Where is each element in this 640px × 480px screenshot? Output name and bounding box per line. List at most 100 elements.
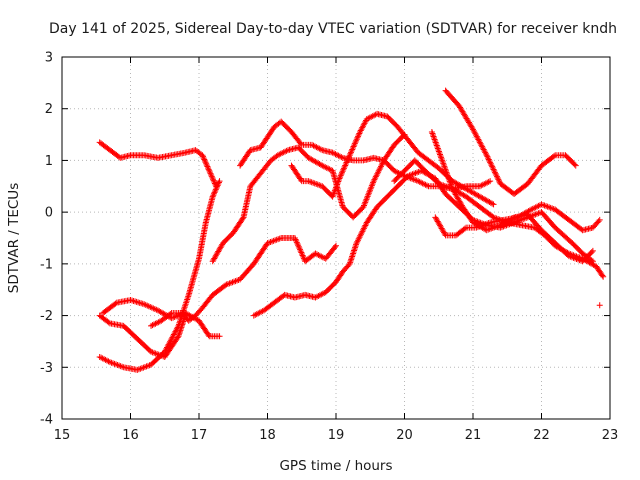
data-point-marker	[183, 299, 190, 306]
data-point-marker	[316, 292, 323, 299]
data-point-marker	[342, 160, 349, 167]
data-point-marker	[354, 134, 361, 141]
data-point-marker	[595, 218, 602, 225]
data-point-marker	[372, 175, 379, 182]
data-point-marker	[476, 183, 483, 190]
data-point-marker	[329, 149, 336, 156]
data-point-marker	[182, 301, 189, 308]
data-point-marker	[365, 115, 372, 122]
data-point-marker	[444, 170, 451, 177]
data-point-marker	[493, 173, 500, 180]
y-tick-label: -1	[40, 257, 53, 272]
data-point-marker	[486, 157, 493, 164]
data-point-marker	[345, 155, 352, 162]
data-point-marker	[572, 162, 579, 169]
data-point-marker	[253, 311, 260, 318]
data-point-marker	[213, 185, 220, 192]
data-point-marker	[434, 143, 441, 150]
data-point-marker	[319, 290, 326, 297]
data-point-marker	[98, 354, 105, 361]
series-track-1	[96, 139, 220, 190]
data-point-marker	[295, 242, 302, 249]
grid-lines	[62, 57, 610, 419]
data-point-marker	[357, 232, 364, 239]
data-point-marker	[529, 205, 536, 212]
data-point-marker	[317, 146, 324, 153]
data-point-marker	[184, 296, 191, 303]
data-point-marker	[183, 298, 190, 305]
data-point-marker	[346, 152, 353, 159]
data-point-marker	[336, 153, 343, 160]
data-point-marker	[392, 168, 399, 175]
data-point-marker	[337, 174, 344, 181]
data-point-marker	[371, 176, 378, 183]
data-point-marker	[436, 149, 443, 156]
data-points	[96, 87, 607, 373]
data-point-marker	[534, 203, 541, 210]
data-point-marker	[432, 139, 439, 146]
data-point-marker	[415, 178, 422, 185]
x-tick-label: 17	[191, 428, 208, 443]
data-point-marker	[313, 144, 320, 151]
data-point-marker	[491, 169, 498, 176]
data-point-marker	[338, 169, 345, 176]
data-point-marker	[355, 237, 362, 244]
data-point-marker	[344, 156, 351, 163]
data-point-marker	[419, 180, 426, 187]
data-point-marker	[445, 173, 452, 180]
data-point-marker	[150, 321, 157, 328]
data-point-marker	[431, 136, 438, 143]
y-tick-label: 0	[45, 206, 53, 221]
data-point-marker	[492, 170, 499, 177]
data-point-marker	[152, 320, 159, 327]
data-point-marker	[202, 159, 209, 166]
data-point-marker	[310, 142, 317, 149]
data-point-marker	[295, 243, 302, 250]
data-point-marker	[210, 190, 217, 197]
data-point-marker	[201, 157, 208, 164]
data-point-marker	[347, 149, 354, 156]
data-point-marker	[489, 165, 496, 172]
data-point-marker	[431, 134, 438, 141]
data-point-marker	[296, 245, 303, 252]
data-point-marker	[201, 156, 208, 163]
data-point-marker	[299, 252, 306, 259]
data-point-marker	[376, 166, 383, 173]
x-tick-label: 18	[259, 428, 276, 443]
data-point-marker	[200, 153, 207, 160]
y-tick-label: -4	[40, 413, 53, 428]
data-point-marker	[215, 179, 222, 186]
series-track-6	[209, 131, 408, 265]
data-point-marker	[205, 166, 212, 173]
data-point-marker	[440, 161, 447, 168]
data-point-marker	[312, 250, 319, 257]
data-point-marker	[461, 225, 468, 232]
data-point-marker	[441, 164, 448, 171]
data-point-marker	[487, 178, 494, 185]
data-point-marker	[332, 151, 339, 158]
data-point-marker	[309, 141, 316, 148]
data-point-marker	[206, 169, 213, 176]
data-point-marker	[360, 226, 367, 233]
data-point-marker	[105, 358, 112, 365]
data-point-marker	[203, 160, 210, 167]
data-point-marker	[481, 181, 488, 188]
data-point-marker	[338, 171, 345, 178]
data-point-marker	[487, 160, 494, 167]
data-point-marker	[360, 225, 367, 232]
data-point-marker	[250, 312, 257, 319]
data-point-marker	[208, 172, 215, 179]
data-point-marker	[341, 163, 348, 170]
data-point-marker	[203, 162, 210, 169]
data-point-marker	[440, 160, 447, 167]
data-point-marker	[416, 178, 423, 185]
data-point-marker	[496, 177, 503, 184]
data-point-marker	[375, 167, 382, 174]
data-point-marker	[442, 166, 449, 173]
data-point-marker	[352, 139, 359, 146]
data-point-marker	[372, 173, 379, 180]
data-point-marker	[359, 228, 366, 235]
data-point-marker	[491, 167, 498, 174]
data-point-marker	[353, 136, 360, 143]
data-point-marker	[315, 292, 322, 299]
